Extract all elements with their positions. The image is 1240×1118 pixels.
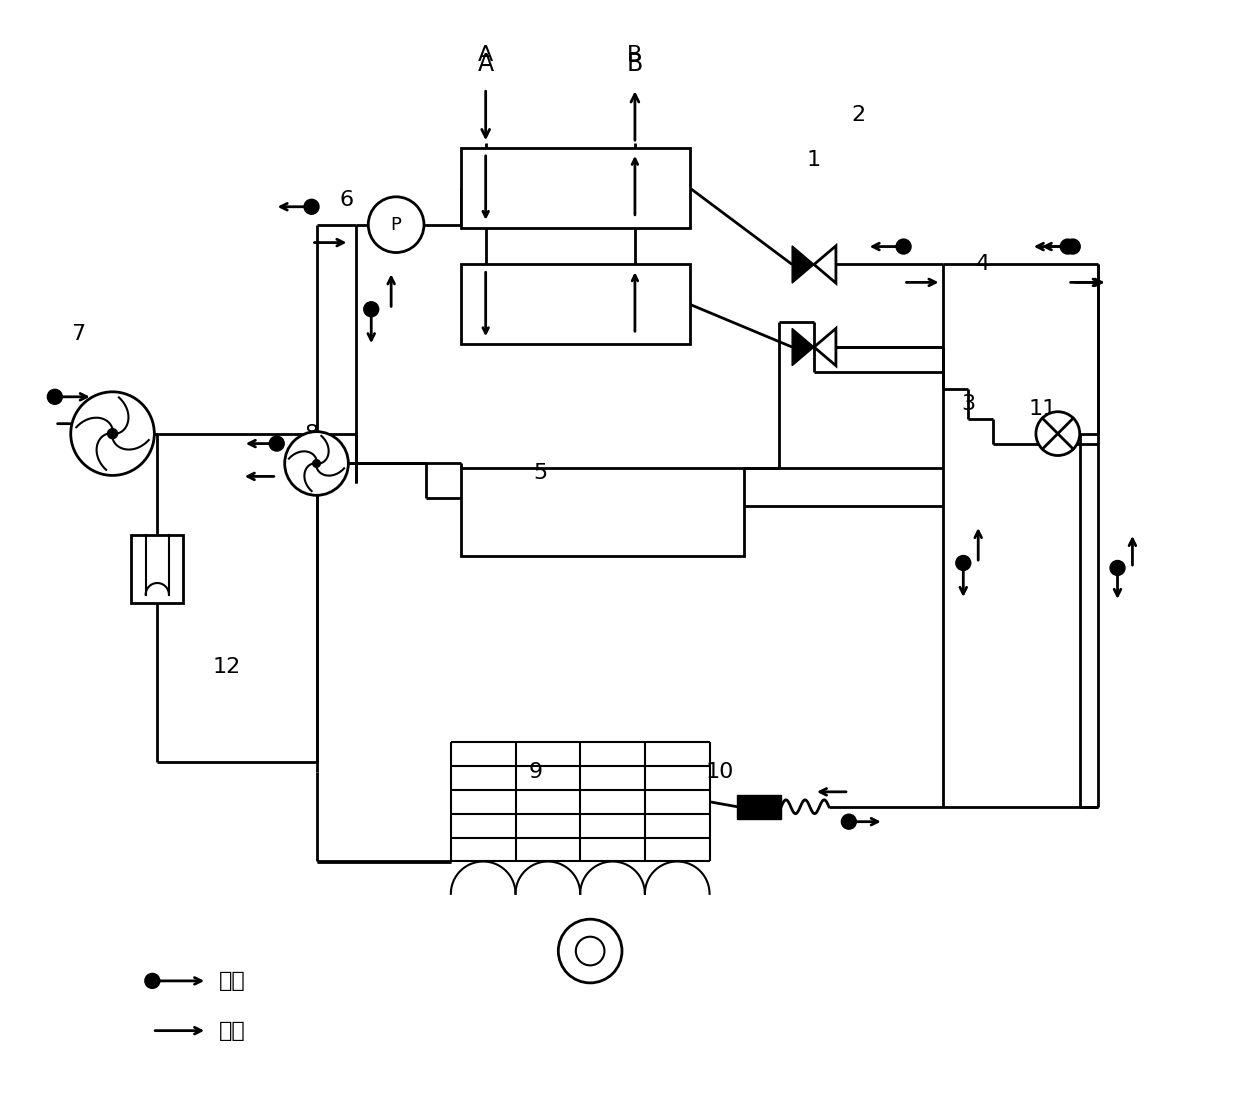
Text: 1: 1 bbox=[807, 150, 821, 170]
Text: 4: 4 bbox=[976, 255, 991, 275]
Circle shape bbox=[312, 459, 320, 467]
Bar bbox=[738, 795, 781, 818]
Bar bbox=[131, 536, 184, 603]
Circle shape bbox=[71, 391, 154, 475]
Text: 12: 12 bbox=[213, 657, 241, 678]
Circle shape bbox=[269, 436, 284, 451]
Text: 2: 2 bbox=[852, 105, 866, 125]
Circle shape bbox=[108, 428, 118, 438]
Circle shape bbox=[956, 556, 971, 570]
Text: 5: 5 bbox=[533, 464, 548, 483]
Text: 制热: 制热 bbox=[219, 970, 246, 991]
Text: 3: 3 bbox=[961, 394, 976, 414]
Bar bbox=[461, 468, 744, 556]
Polygon shape bbox=[813, 246, 836, 283]
Circle shape bbox=[145, 974, 160, 988]
Text: 11: 11 bbox=[1029, 399, 1056, 419]
Circle shape bbox=[1110, 560, 1125, 576]
Circle shape bbox=[575, 937, 604, 965]
Text: 10: 10 bbox=[706, 762, 734, 781]
Text: 7: 7 bbox=[71, 324, 84, 344]
Text: 制冷: 制冷 bbox=[219, 1021, 246, 1041]
Polygon shape bbox=[792, 329, 813, 366]
Text: A: A bbox=[477, 53, 494, 76]
Circle shape bbox=[47, 389, 62, 405]
Circle shape bbox=[1060, 239, 1075, 254]
Circle shape bbox=[842, 814, 857, 830]
Circle shape bbox=[558, 919, 622, 983]
Text: 9: 9 bbox=[528, 762, 542, 781]
Text: P: P bbox=[391, 216, 402, 234]
Circle shape bbox=[897, 239, 911, 254]
Circle shape bbox=[368, 197, 424, 253]
Circle shape bbox=[1035, 411, 1080, 455]
Text: B: B bbox=[626, 53, 644, 76]
Circle shape bbox=[304, 199, 319, 215]
Polygon shape bbox=[792, 246, 813, 283]
Text: 6: 6 bbox=[340, 190, 353, 210]
Circle shape bbox=[1065, 239, 1080, 254]
Circle shape bbox=[363, 302, 378, 316]
Bar bbox=[461, 265, 689, 344]
Bar bbox=[461, 148, 689, 228]
Text: 8: 8 bbox=[305, 424, 319, 444]
Circle shape bbox=[285, 432, 348, 495]
Text: B: B bbox=[627, 46, 642, 66]
Text: A: A bbox=[479, 46, 494, 66]
Polygon shape bbox=[813, 329, 836, 366]
